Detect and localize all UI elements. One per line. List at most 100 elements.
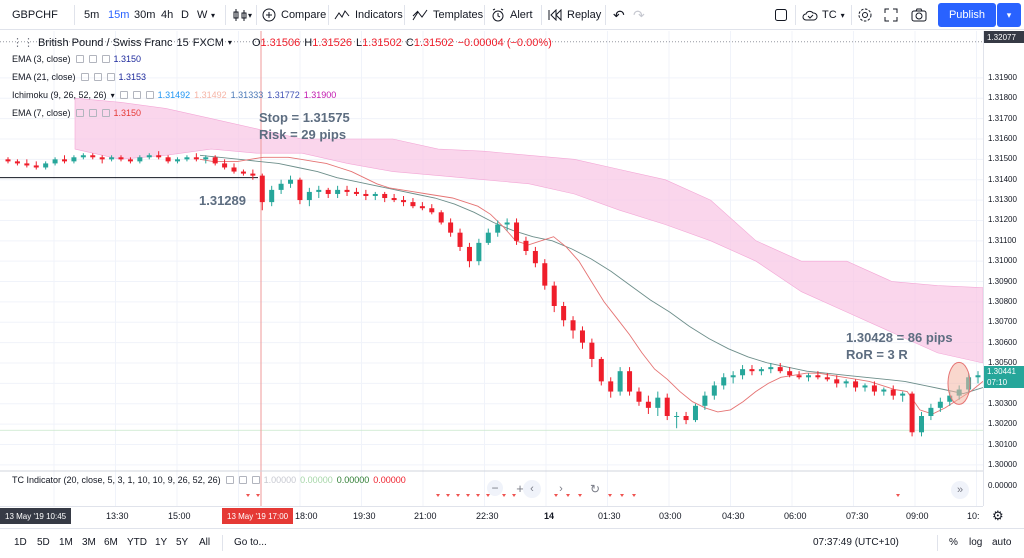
price-chart-canvas[interactable] (0, 31, 983, 506)
close-icon[interactable] (101, 55, 110, 63)
chevron-down-icon[interactable]: ▾ (248, 10, 253, 20)
goto-button[interactable]: Go to... (234, 537, 267, 548)
entry-annotation[interactable]: 1.31289 (199, 193, 246, 208)
candle-body (193, 157, 199, 160)
chevron-down-icon[interactable]: ▾ (997, 3, 1021, 27)
ohlc-label: O (251, 36, 261, 49)
candle-body (466, 246, 472, 262)
gear-icon[interactable] (88, 109, 97, 117)
interval-30m[interactable]: 30m (134, 0, 155, 30)
chevron-down-icon[interactable]: ▾ (227, 38, 232, 47)
target-annotation[interactable]: 1.30428 = 86 pips (846, 330, 953, 345)
log-toggle[interactable]: log (969, 537, 983, 548)
scroll-to-realtime-icon[interactable]: » (951, 481, 969, 499)
chevron-down-icon[interactable]: ▾ (110, 90, 115, 100)
candle-body (975, 375, 981, 378)
gear-icon[interactable] (132, 91, 141, 99)
interval-d[interactable]: D (181, 0, 189, 30)
rectangle-icon[interactable] (774, 0, 788, 30)
candle-body (815, 375, 821, 378)
templates-label: Templates (433, 9, 484, 21)
settings-gear-icon[interactable] (857, 0, 873, 30)
symbol-search[interactable]: GBPCHF (12, 0, 58, 30)
candles-style-icon[interactable] (232, 0, 248, 30)
range-ytd[interactable]: YTD (127, 537, 147, 548)
candle-body (495, 224, 501, 233)
candle-body (617, 371, 623, 392)
eye-icon[interactable] (75, 109, 84, 117)
range-1d[interactable]: 1D (14, 537, 27, 548)
replay-icon (548, 9, 562, 21)
ichimoku-legend[interactable]: Ichimoku (9, 26, 52, 26) ▾ 1.31492 1.314… (12, 90, 336, 100)
compare-button[interactable]: Compare (262, 0, 326, 30)
zoom-in-icon[interactable]: + (516, 480, 524, 496)
legend-exchange: FXCM (192, 36, 224, 49)
auto-toggle[interactable]: auto (992, 537, 1012, 548)
zoom-out-icon[interactable]: − (487, 480, 503, 496)
range-1m[interactable]: 1M (59, 537, 73, 548)
close-icon[interactable] (145, 91, 154, 99)
range-6m[interactable]: 6M (104, 537, 118, 548)
chevron-down-icon[interactable]: ▾ (211, 10, 216, 20)
eye-icon[interactable] (225, 476, 234, 484)
range-5y[interactable]: 5Y (176, 537, 189, 548)
range-3m[interactable]: 3M (82, 537, 96, 548)
replay-button[interactable]: Replay (548, 0, 601, 30)
scroll-left-icon[interactable]: ‹ (523, 480, 541, 498)
indicators-button[interactable]: Indicators (334, 0, 403, 30)
time-axis-label: 04:30 (722, 511, 745, 521)
close-icon[interactable] (106, 73, 115, 81)
price-axis[interactable]: 1.300001.301001.302001.303001.304001.305… (983, 31, 1024, 506)
interval-4h[interactable]: 4h (161, 0, 173, 30)
candle-body (363, 193, 369, 196)
stop-annotation[interactable]: Stop = 1.31575 (259, 110, 350, 125)
time-axis[interactable]: 13 May '19 10:45 13 May '19 17:00 13:30 1… (0, 506, 983, 524)
ema21-legend[interactable]: EMA (21, close) 1.3153 (12, 72, 146, 82)
ichimoku-conversion: 1.31492 (157, 90, 191, 100)
redo-icon[interactable]: ↷ (633, 6, 645, 23)
reset-chart-icon[interactable]: ↻ (589, 482, 601, 496)
risk-annotation[interactable]: Risk = 29 pips (259, 127, 347, 142)
interval-5m[interactable]: 5m (84, 0, 99, 30)
gear-icon[interactable] (93, 73, 102, 81)
settings-gear-icon[interactable]: ⚙ (992, 508, 1004, 523)
candle-body (777, 367, 783, 372)
eye-icon[interactable]: ⋮⋮ (12, 37, 34, 49)
candle-body (24, 163, 30, 166)
ema3-label: EMA (3, close) (12, 54, 71, 64)
gear-icon[interactable] (238, 476, 247, 484)
candle-body (937, 401, 943, 408)
interval-15m[interactable]: 15m (108, 0, 129, 30)
ema7-legend[interactable]: EMA (7, close) 1.3150 (12, 108, 141, 118)
scroll-right-icon[interactable]: › (559, 483, 563, 495)
eye-icon[interactable] (80, 73, 89, 81)
close-icon[interactable] (101, 109, 110, 117)
fullscreen-icon[interactable] (884, 0, 898, 30)
eye-icon[interactable] (75, 55, 84, 63)
divider (851, 5, 852, 25)
templates-button[interactable]: Templates (412, 0, 483, 30)
camera-icon[interactable] (911, 0, 927, 30)
range-all[interactable]: All (199, 537, 211, 548)
interval-w[interactable]: W (197, 0, 207, 30)
eye-icon[interactable] (119, 91, 128, 99)
close-icon[interactable] (251, 476, 260, 484)
range-1y[interactable]: 1Y (155, 537, 168, 548)
indicators-icon (334, 10, 350, 20)
tc-indicator-legend[interactable]: TC Indicator (20, close, 5, 3, 1, 10, 10… (12, 475, 406, 485)
clock-label[interactable]: 07:37:49 (UTC+10) (813, 537, 899, 548)
gear-icon[interactable] (88, 55, 97, 63)
price-axis-label: 1.31800 (988, 93, 1017, 103)
alert-button[interactable]: Alert (491, 0, 533, 30)
undo-icon[interactable]: ↶ (613, 6, 625, 23)
divider (74, 5, 75, 25)
account-button[interactable]: TC ▾ (802, 0, 845, 30)
ema3-legend[interactable]: EMA (3, close) 1.3150 (12, 54, 141, 64)
chart-area[interactable]: ⋮⋮ British Pound / Swiss Franc 15 FXCM ▾… (0, 31, 1024, 506)
range-5d[interactable]: 5D (37, 537, 50, 548)
percent-toggle[interactable]: % (949, 537, 958, 548)
publish-button[interactable]: Publish (938, 3, 996, 27)
tc-value: 0.00000 (300, 475, 333, 485)
ror-annotation[interactable]: RoR = 3 R (846, 347, 908, 362)
